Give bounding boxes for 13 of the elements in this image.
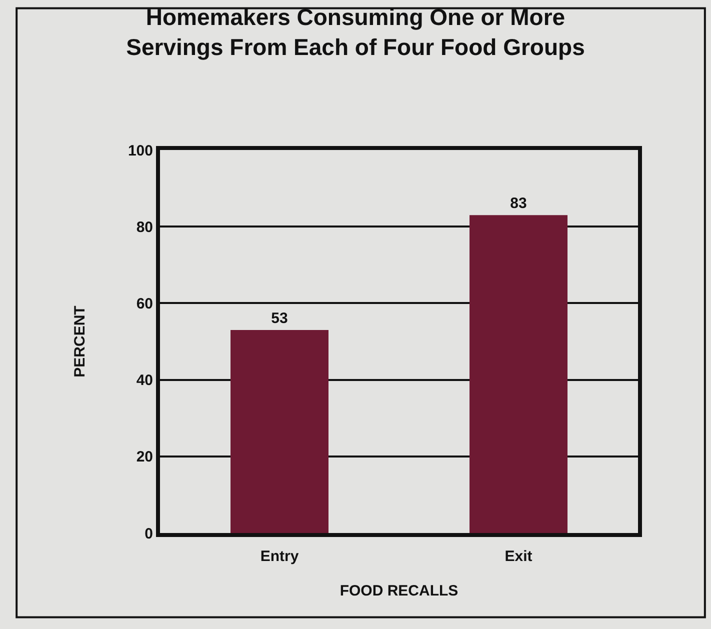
y-tick-label: 0 — [144, 525, 153, 542]
y-tick-label: 100 — [128, 142, 153, 160]
x-tick-label: Exit — [504, 548, 532, 565]
data-label: 53 — [271, 310, 288, 328]
data-label: 83 — [510, 195, 527, 212]
y-tick-label: 40 — [136, 372, 153, 390]
x-tick-label: Entry — [260, 548, 300, 565]
chart-title: Homemakers Consuming One or More Servings From Each of Four Food Groups — [126, 4, 585, 60]
y-tick-label: 80 — [136, 218, 153, 236]
x-axis-title: FOOD RECALLS — [340, 582, 458, 600]
y-tick-label: 20 — [136, 448, 153, 466]
y-tick-label: 60 — [136, 295, 153, 312]
y-axis-title: PERCENT — [72, 306, 89, 378]
